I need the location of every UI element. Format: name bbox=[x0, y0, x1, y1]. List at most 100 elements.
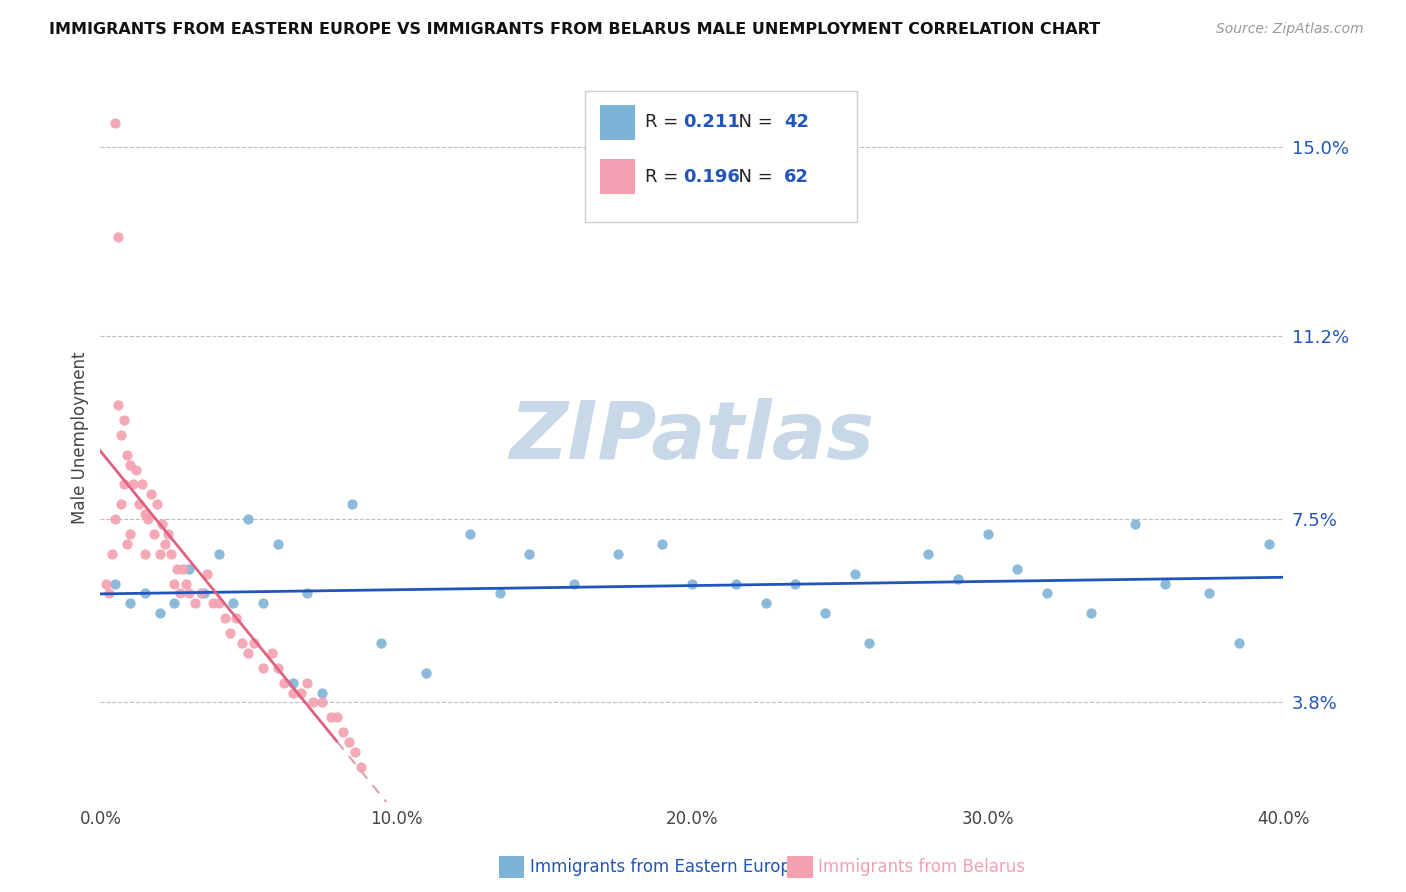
Point bbox=[163, 576, 186, 591]
Text: 42: 42 bbox=[785, 113, 808, 131]
Point bbox=[267, 661, 290, 675]
Point bbox=[145, 497, 167, 511]
Point bbox=[148, 547, 170, 561]
Point bbox=[115, 448, 138, 462]
Point bbox=[110, 497, 132, 511]
Text: R =: R = bbox=[644, 168, 683, 186]
Point bbox=[110, 427, 132, 442]
Point bbox=[252, 596, 274, 610]
Point bbox=[134, 586, 156, 600]
Y-axis label: Male Unemployment: Male Unemployment bbox=[72, 351, 89, 524]
Point bbox=[172, 561, 194, 575]
Point bbox=[238, 512, 260, 526]
Point bbox=[297, 586, 319, 600]
Point bbox=[134, 507, 156, 521]
Point bbox=[243, 636, 266, 650]
Point bbox=[332, 725, 354, 739]
Point bbox=[297, 675, 319, 690]
Point bbox=[112, 413, 135, 427]
Point bbox=[174, 576, 197, 591]
Text: 0.196: 0.196 bbox=[683, 168, 741, 186]
Text: 62: 62 bbox=[785, 168, 808, 186]
FancyBboxPatch shape bbox=[599, 160, 636, 194]
Text: 0.211: 0.211 bbox=[683, 113, 741, 131]
Point bbox=[148, 607, 170, 621]
Point bbox=[785, 576, 807, 591]
Point bbox=[125, 462, 148, 476]
Point bbox=[946, 572, 969, 586]
Point bbox=[488, 586, 510, 600]
Point bbox=[163, 596, 186, 610]
Point bbox=[139, 487, 162, 501]
Point bbox=[166, 561, 188, 575]
Point bbox=[136, 512, 159, 526]
Point bbox=[415, 665, 437, 680]
Point bbox=[104, 115, 127, 129]
Point bbox=[195, 566, 218, 581]
Point bbox=[155, 537, 177, 551]
Point bbox=[337, 735, 360, 749]
Point bbox=[562, 576, 585, 591]
Point bbox=[517, 547, 540, 561]
FancyBboxPatch shape bbox=[585, 91, 858, 222]
Point bbox=[290, 685, 312, 699]
Point bbox=[98, 586, 121, 600]
Point bbox=[343, 745, 366, 759]
Point bbox=[326, 710, 349, 724]
Point bbox=[302, 696, 325, 710]
Point bbox=[208, 596, 231, 610]
Point bbox=[160, 547, 183, 561]
Point bbox=[273, 675, 295, 690]
Point bbox=[118, 458, 141, 472]
Point bbox=[177, 586, 200, 600]
Point bbox=[281, 675, 304, 690]
Point bbox=[976, 527, 998, 541]
Point bbox=[267, 537, 290, 551]
Text: Immigrants from Belarus: Immigrants from Belarus bbox=[818, 858, 1025, 876]
Point bbox=[281, 685, 304, 699]
Point bbox=[681, 576, 703, 591]
Point bbox=[134, 547, 156, 561]
Point bbox=[131, 477, 153, 491]
Point bbox=[177, 561, 200, 575]
Text: Immigrants from Eastern Europe: Immigrants from Eastern Europe bbox=[530, 858, 801, 876]
Point bbox=[1125, 516, 1147, 531]
Point bbox=[214, 611, 236, 625]
Point bbox=[122, 477, 145, 491]
Point bbox=[118, 596, 141, 610]
Point bbox=[370, 636, 392, 650]
Point bbox=[311, 696, 333, 710]
Point bbox=[118, 527, 141, 541]
Point bbox=[104, 576, 127, 591]
Point bbox=[755, 596, 778, 610]
Point bbox=[1257, 537, 1279, 551]
Point bbox=[190, 586, 212, 600]
Point bbox=[142, 527, 165, 541]
Text: Source: ZipAtlas.com: Source: ZipAtlas.com bbox=[1216, 22, 1364, 37]
Point bbox=[311, 685, 333, 699]
Point bbox=[319, 710, 342, 724]
Point bbox=[193, 586, 215, 600]
Point bbox=[725, 576, 748, 591]
Point bbox=[225, 611, 247, 625]
Point bbox=[260, 646, 283, 660]
Point bbox=[252, 661, 274, 675]
Point bbox=[1035, 586, 1057, 600]
Point bbox=[1080, 607, 1102, 621]
Text: N =: N = bbox=[727, 168, 779, 186]
Point bbox=[1198, 586, 1220, 600]
Point bbox=[112, 477, 135, 491]
Point bbox=[157, 527, 180, 541]
FancyBboxPatch shape bbox=[599, 104, 636, 140]
Point bbox=[231, 636, 253, 650]
Point bbox=[844, 566, 866, 581]
Point bbox=[1005, 561, 1028, 575]
Point bbox=[107, 398, 129, 412]
Point bbox=[222, 596, 245, 610]
Point bbox=[651, 537, 673, 551]
Text: ZIPatlas: ZIPatlas bbox=[509, 399, 875, 476]
Point bbox=[606, 547, 628, 561]
Point bbox=[238, 646, 260, 660]
Point bbox=[814, 607, 837, 621]
Point bbox=[1227, 636, 1250, 650]
